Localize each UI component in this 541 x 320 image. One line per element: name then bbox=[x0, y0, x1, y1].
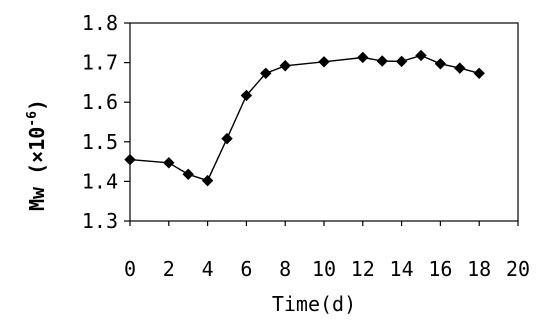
series-line bbox=[129, 54, 480, 182]
data-point-marker bbox=[240, 89, 253, 102]
data-point-marker bbox=[415, 49, 427, 62]
data-point-marker bbox=[434, 58, 447, 70]
x-tick-label: 8 bbox=[279, 257, 291, 281]
data-point-marker bbox=[318, 56, 330, 68]
x-axis-title: Time(d) bbox=[272, 292, 356, 316]
svg-text:Mw (×10-6): Mw (×10-6) bbox=[25, 99, 49, 211]
x-tick-label: 20 bbox=[506, 257, 530, 281]
y-tick-label: 1.5 bbox=[82, 130, 118, 154]
data-point-marker bbox=[395, 55, 408, 68]
data-point-marker bbox=[163, 157, 175, 169]
x-tick-label: 16 bbox=[428, 257, 452, 281]
x-tick-labels: 0 2 4 6 8 10 12 14 16 18 20 bbox=[124, 257, 530, 281]
y-tick-label: 1.3 bbox=[82, 209, 118, 233]
data-point-marker bbox=[454, 62, 466, 74]
x-tick-label: 12 bbox=[351, 257, 375, 281]
y-tick-label: 1.8 bbox=[82, 11, 118, 35]
y-axis-title-close: ) bbox=[25, 99, 49, 111]
data-point-marker bbox=[357, 51, 369, 64]
y-tick-label: 1.7 bbox=[82, 51, 118, 75]
y-axis-title-main: Mw (×10 bbox=[25, 127, 49, 211]
x-tick-label: 0 bbox=[124, 257, 136, 281]
y-tick-label: 1.4 bbox=[82, 169, 118, 193]
data-point-marker bbox=[473, 67, 485, 79]
data-point-marker bbox=[201, 174, 214, 187]
data-point-marker bbox=[182, 168, 194, 180]
data-markers bbox=[124, 49, 485, 187]
x-tick-label: 10 bbox=[312, 257, 336, 281]
data-point-marker bbox=[279, 60, 291, 72]
axis-ticks bbox=[124, 22, 519, 226]
x-tick-label: 2 bbox=[163, 257, 175, 281]
x-tick-label: 14 bbox=[390, 257, 414, 281]
data-point-marker bbox=[124, 153, 136, 166]
data-point-marker bbox=[221, 132, 233, 145]
x-tick-label: 18 bbox=[467, 257, 491, 281]
y-tick-labels: 1.3 1.4 1.5 1.6 1.7 1.8 bbox=[82, 11, 118, 233]
y-axis-title: Mw (×10-6) bbox=[25, 99, 49, 211]
data-point-marker bbox=[376, 55, 388, 67]
data-point-marker bbox=[260, 67, 272, 79]
plot-area-frame bbox=[129, 22, 519, 222]
x-tick-label: 4 bbox=[202, 257, 214, 281]
y-tick-label: 1.6 bbox=[82, 90, 118, 114]
x-tick-label: 6 bbox=[240, 257, 252, 281]
y-axis-title-exponent: -6 bbox=[25, 111, 40, 127]
